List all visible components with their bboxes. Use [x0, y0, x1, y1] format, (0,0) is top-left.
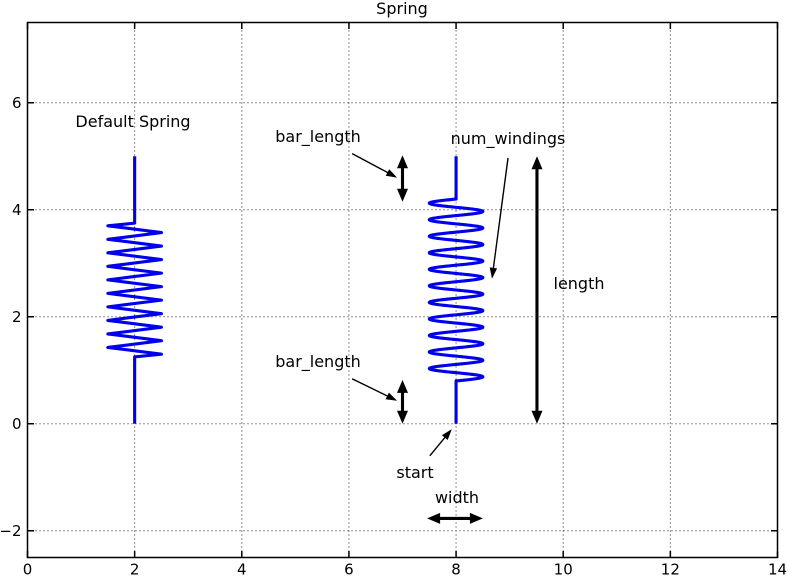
x-tick-label: 12	[661, 561, 680, 577]
annotation-bar-length-bottom: bar_length	[275, 352, 361, 371]
annotation-arrow-shaft	[429, 434, 448, 457]
annotation-width: width	[434, 488, 480, 507]
x-tick-label: 2	[130, 561, 140, 577]
annotation-num-windings: num_windings	[450, 129, 566, 148]
y-tick-label: 2	[12, 308, 22, 326]
annotation-arrow-shaft	[351, 152, 391, 175]
x-tick-label: 4	[237, 561, 247, 577]
x-tick-label: 6	[344, 561, 354, 577]
spring-default	[106, 156, 163, 424]
annotation-start: start	[396, 463, 434, 482]
arrowhead	[531, 156, 543, 170]
annotation-bar-length-top: bar_length	[275, 127, 361, 146]
arrowhead	[427, 512, 441, 524]
axes-border	[26, 21, 779, 559]
arrowhead	[397, 379, 408, 393]
arrowhead	[385, 392, 398, 401]
arrowhead	[441, 429, 452, 440]
x-tick-label: 8	[451, 561, 461, 577]
annotation-length: length	[553, 274, 605, 293]
y-tick-label: −2	[0, 522, 22, 540]
annotation-arrow-shaft	[351, 378, 391, 399]
y-tick-label: 6	[12, 94, 22, 112]
x-tick-label: 10	[554, 561, 573, 577]
arrowhead	[469, 512, 483, 524]
arrowhead	[385, 169, 398, 178]
spring-annotated	[427, 156, 485, 424]
arrowhead	[397, 410, 408, 424]
arrowhead	[397, 155, 408, 169]
y-tick-label: 4	[12, 201, 22, 219]
arrowhead	[397, 188, 408, 202]
arrowhead	[489, 267, 498, 279]
annotation-default-spring: Default Spring	[75, 112, 191, 131]
x-tick-label: 0	[23, 561, 33, 577]
y-tick-label: 0	[12, 415, 22, 433]
x-tick-label: 14	[768, 561, 787, 577]
annotation-arrow-shaft	[492, 157, 509, 272]
arrowhead	[531, 410, 543, 424]
chart-title: Spring	[376, 0, 428, 18]
